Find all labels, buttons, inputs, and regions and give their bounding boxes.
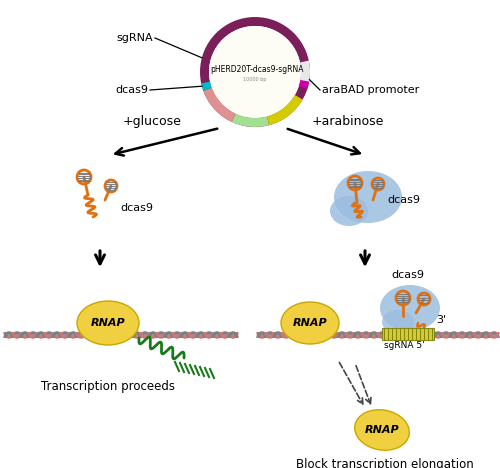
Ellipse shape [354,410,410,450]
Text: RNAP: RNAP [292,318,328,328]
Text: sgRNA: sgRNA [116,33,153,43]
Ellipse shape [380,285,440,331]
Wedge shape [201,81,212,91]
Text: 3': 3' [436,315,446,325]
Circle shape [209,26,301,118]
Text: dcas9: dcas9 [392,270,424,280]
Wedge shape [300,60,310,83]
Ellipse shape [382,310,414,334]
Text: RNAP: RNAP [364,425,400,435]
Wedge shape [204,88,236,122]
Text: araBAD promoter: araBAD promoter [322,85,419,95]
Ellipse shape [334,171,402,223]
Wedge shape [267,95,302,125]
Text: +glucose: +glucose [122,115,182,128]
Ellipse shape [281,302,339,344]
Text: 10000 bp: 10000 bp [244,76,266,81]
Wedge shape [298,80,309,89]
Text: pHERD20T-dcas9-sgRNA: pHERD20T-dcas9-sgRNA [210,66,304,74]
Text: RNAP: RNAP [90,318,126,328]
Ellipse shape [77,301,139,345]
FancyBboxPatch shape [382,328,434,340]
Wedge shape [200,17,310,127]
Text: Block transcription elongation: Block transcription elongation [296,458,474,468]
Text: sgRNA 5': sgRNA 5' [384,341,424,350]
Text: Transcription proceeds: Transcription proceeds [41,380,175,393]
Text: dcas9: dcas9 [115,85,148,95]
Text: dcas9: dcas9 [120,203,153,213]
Wedge shape [232,114,269,127]
Text: +arabinose: +arabinose [312,115,384,128]
Text: dcas9: dcas9 [387,195,420,205]
Ellipse shape [330,196,368,226]
